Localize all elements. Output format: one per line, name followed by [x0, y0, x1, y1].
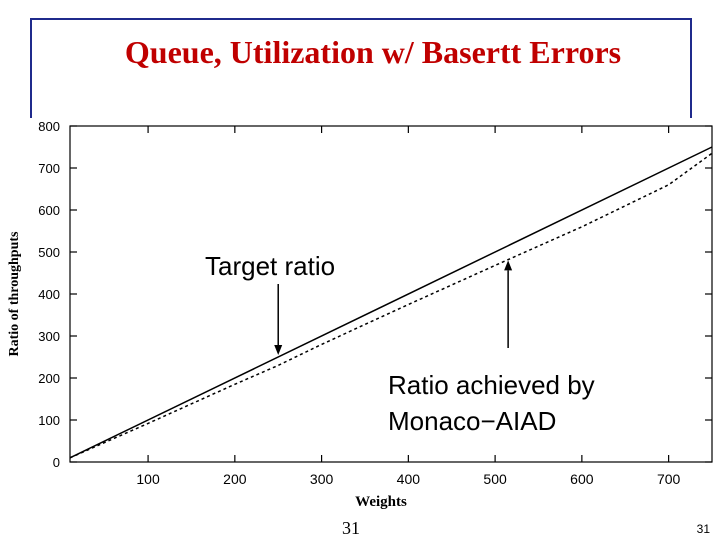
chart: 0 100 200 300 400 500 600 700 800 100 200 300 400 500… — [7, 119, 713, 510]
y-tick-label: 400 — [38, 287, 60, 302]
x-tick-label: 300 — [310, 471, 334, 487]
x-tick-label: 200 — [223, 471, 247, 487]
y-tick-label: 600 — [38, 203, 60, 218]
x-tick-label: 600 — [570, 471, 594, 487]
y-tick-label: 0 — [53, 455, 60, 470]
x-tick-label: 100 — [136, 471, 160, 487]
slide-number: 31 — [342, 518, 360, 538]
annotation-arrowhead-target — [274, 345, 283, 355]
x-tick-label: 700 — [657, 471, 681, 487]
y-tick-label: 500 — [38, 245, 60, 260]
target-ratio-line — [69, 146, 713, 459]
y-tick-label: 700 — [38, 161, 60, 176]
y-axis-label: Ratio of throughputs — [7, 231, 22, 357]
y-tick-label: 200 — [38, 371, 60, 386]
x-tick-label: 500 — [483, 471, 507, 487]
y-tick-label: 800 — [38, 119, 60, 134]
annotation-achieved-line1: Ratio achieved by — [388, 370, 595, 400]
achieved-ratio-line — [69, 152, 713, 459]
slide-number-small: 31 — [696, 522, 710, 536]
y-tick-label: 300 — [38, 329, 60, 344]
y-tick-label: 100 — [38, 413, 60, 428]
annotation-arrowhead-achieved — [504, 260, 513, 271]
x-tick-label: 400 — [397, 471, 421, 487]
annotation-target-ratio: Target ratio — [205, 251, 335, 281]
title-frame — [30, 18, 692, 118]
x-axis-label: Weights — [355, 494, 407, 510]
annotation-achieved-line2: Monaco−AIAD — [388, 406, 556, 436]
slide-title: Queue, Utilization w/ Basertt Errors — [124, 34, 622, 70]
